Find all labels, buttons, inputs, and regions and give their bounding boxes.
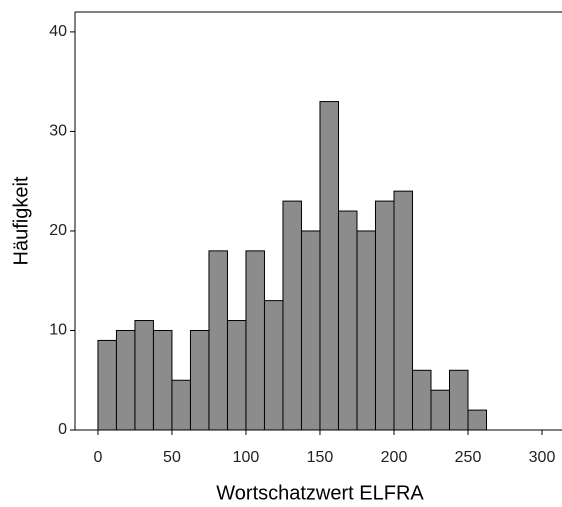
x-tick-label: 250 bbox=[455, 449, 482, 466]
x-tick-label: 300 bbox=[529, 449, 556, 466]
bar bbox=[282, 200, 302, 431]
x-axis-label: Wortschatzwert ELFRA bbox=[216, 482, 424, 504]
y-tick-label: 20 bbox=[49, 222, 67, 239]
bar bbox=[356, 230, 376, 431]
bar bbox=[171, 379, 191, 431]
bar bbox=[467, 409, 488, 431]
bar bbox=[263, 300, 284, 431]
bar bbox=[97, 339, 117, 431]
x-tick-label: 100 bbox=[233, 449, 260, 466]
y-axis-label: Häufigkeit bbox=[10, 176, 32, 265]
bar bbox=[226, 320, 247, 431]
bar bbox=[300, 230, 321, 431]
bar bbox=[208, 250, 228, 431]
bar bbox=[430, 389, 451, 431]
y-tick-label: 30 bbox=[49, 123, 67, 140]
bar bbox=[245, 250, 265, 431]
bar bbox=[374, 200, 395, 431]
y-tick-label: 40 bbox=[49, 23, 67, 40]
bar bbox=[189, 329, 210, 431]
bar bbox=[152, 329, 173, 431]
x-tick-label: 50 bbox=[163, 449, 181, 466]
bar bbox=[337, 210, 358, 431]
x-tick-label: 150 bbox=[307, 449, 334, 466]
bar bbox=[411, 369, 432, 431]
bar bbox=[319, 101, 339, 431]
y-tick-label: 10 bbox=[49, 322, 67, 339]
bar bbox=[393, 190, 413, 431]
bar bbox=[115, 329, 136, 431]
bar bbox=[134, 320, 154, 431]
x-tick-label: 200 bbox=[381, 449, 408, 466]
x-tick-label: 0 bbox=[93, 449, 102, 466]
y-tick-label: 0 bbox=[58, 421, 67, 438]
bar bbox=[449, 369, 469, 431]
